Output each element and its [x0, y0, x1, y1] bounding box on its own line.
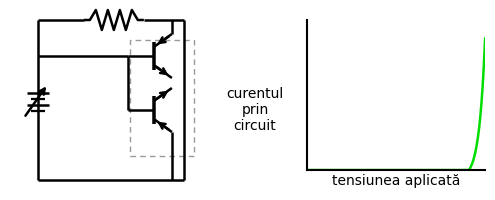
Bar — [130, 40, 194, 156]
X-axis label: tensiunea aplicată: tensiunea aplicată — [332, 174, 460, 188]
Text: curentul
prin
circuit: curentul prin circuit — [226, 87, 284, 133]
